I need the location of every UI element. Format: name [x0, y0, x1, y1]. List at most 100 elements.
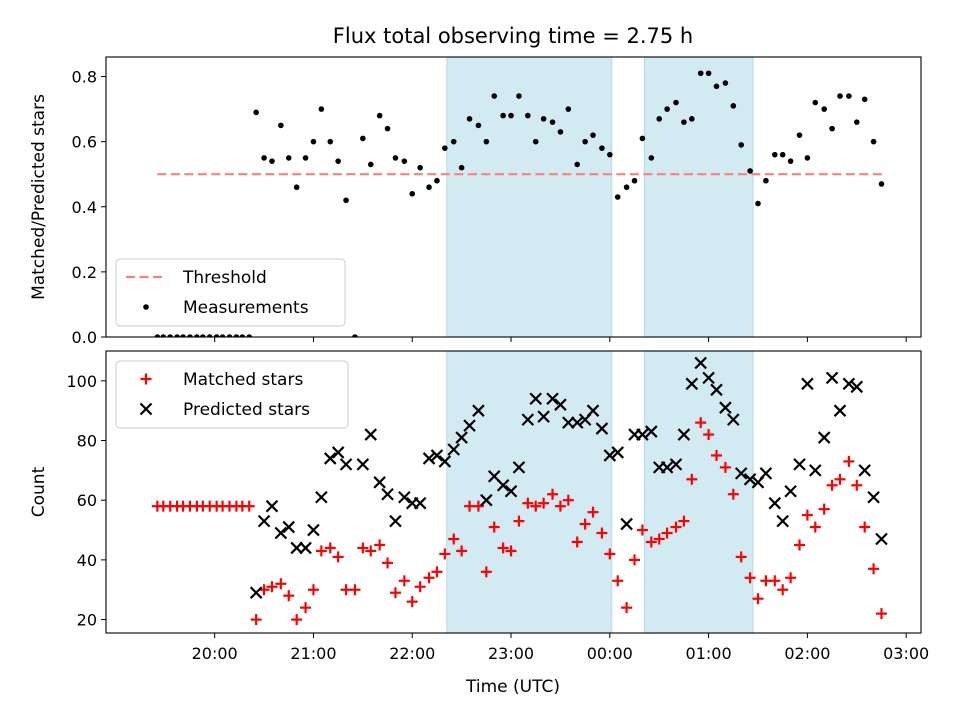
- measurement-point-39: [450, 138, 457, 145]
- shaded-interval-0: [446, 350, 613, 634]
- predicted-star-point-1: [257, 514, 271, 528]
- measurement-point-9: [213, 334, 220, 337]
- legend-swatch-measurements: [143, 304, 149, 310]
- matched-star-point-55: [579, 518, 591, 530]
- matched-star-point-39: [448, 533, 460, 545]
- predicted-star-point-12: [356, 458, 370, 471]
- legend-swatch-matched-stars: [140, 373, 152, 385]
- matched-star-point-67: [678, 515, 690, 527]
- measurement-point-82: [804, 155, 811, 161]
- measurement-point-22: [302, 155, 309, 161]
- predicted-star-point-9: [323, 452, 337, 465]
- measurement-point-47: [516, 93, 522, 99]
- predicted-star-point-51: [677, 428, 691, 441]
- predicted-star-point-16: [389, 514, 402, 528]
- x-tick-label-2: 22:00: [389, 644, 435, 663]
- matched-star-point-31: [382, 557, 394, 569]
- shaded-interval-1: [643, 350, 754, 634]
- measurement-point-41: [466, 116, 473, 122]
- measurement-point-30: [376, 112, 383, 119]
- matched-star-point-21: [300, 602, 312, 614]
- predicted-star-point-46: [636, 428, 649, 441]
- measurement-point-32: [392, 155, 399, 161]
- bottom-chart: 20 40 60 80 100 20:00 21:00 22:00 23:00 00:00 01:0…: [29, 350, 929, 663]
- measurement-point-0: [154, 334, 161, 337]
- measurement-point-16: [253, 109, 259, 116]
- matched-star-point-37: [431, 566, 443, 578]
- legend: Threshold Measurements: [115, 258, 346, 327]
- matched-star-point-24: [324, 542, 336, 554]
- matched-star-point-46: [505, 545, 517, 557]
- predicted-star-point-14: [373, 476, 386, 489]
- measurement-point-34: [409, 190, 416, 197]
- predicted-star-point-70: [833, 404, 847, 417]
- x-tick-label-0: 20:00: [192, 644, 238, 663]
- measurement-point-60: [623, 184, 630, 191]
- measurement-point-10: [219, 334, 226, 337]
- measurement-point-85: [829, 125, 835, 132]
- measurement-point-55: [582, 138, 588, 145]
- plot-area: [154, 70, 885, 337]
- legend-label-threshold: Threshold: [182, 268, 267, 288]
- matched-star-point-78: [769, 575, 781, 587]
- matched-star-point-43: [480, 566, 492, 578]
- predicted-star-point-8: [315, 490, 328, 504]
- legend-box: [115, 360, 349, 429]
- predicted-star-point-42: [603, 449, 617, 462]
- measurement-point-63: [648, 155, 655, 161]
- legend: Matched stars Predicted stars: [115, 360, 349, 429]
- legend-label-measurements: Measurements: [183, 298, 309, 318]
- predicted-star-point-68: [817, 431, 831, 444]
- measurement-point-12: [233, 334, 240, 337]
- measurement-point-31: [384, 125, 391, 132]
- predicted-star-point-63: [776, 514, 789, 528]
- matched-star-point-70: [703, 429, 715, 441]
- predicted-star-point-72: [850, 380, 864, 394]
- matched-star-point-17: [266, 581, 278, 593]
- predicted-star-point-41: [595, 422, 609, 435]
- measurement-point-4: [180, 334, 186, 337]
- predicted-star-point-65: [793, 458, 806, 471]
- matched-star-point-57: [596, 527, 608, 539]
- measurement-point-65: [664, 106, 670, 112]
- measurement-point-17: [261, 155, 267, 161]
- matched-star-point-18: [275, 578, 287, 590]
- matched-star-point-79: [777, 584, 789, 596]
- matched-star-point-86: [834, 473, 846, 485]
- measurement-point-87: [846, 93, 852, 99]
- matched-star-point-25: [332, 551, 344, 563]
- predicted-star-point-24: [455, 431, 468, 444]
- measurement-point-43: [483, 138, 490, 145]
- matched-star-point-71: [711, 449, 723, 461]
- predicted-star-point-59: [743, 473, 757, 486]
- top-chart: 0.0 0.2 0.4 0.6 0.8 Matched/Predicted stars Th…: [29, 56, 922, 347]
- predicted-star-point-30: [504, 484, 518, 498]
- measurement-point-38: [442, 145, 448, 151]
- predicted-star-point-3: [274, 526, 288, 540]
- measurement-point-29: [367, 161, 374, 168]
- measurement-point-88: [853, 119, 860, 125]
- measurement-point-19: [278, 122, 284, 129]
- measurement-point-59: [614, 194, 621, 200]
- predicted-star-point-27: [480, 493, 493, 507]
- predicted-star-point-58: [734, 467, 748, 480]
- measurement-point-71: [713, 83, 720, 90]
- measurement-point-78: [771, 151, 778, 158]
- measurement-point-89: [861, 96, 868, 103]
- y-tick-label-3: 0.6: [72, 133, 97, 152]
- plot-area: [151, 356, 888, 626]
- predicted-star-point-35: [546, 392, 559, 406]
- measurement-point-58: [607, 151, 613, 158]
- matched-star-point-14: [243, 500, 255, 512]
- predicted-star-point-21: [430, 449, 444, 462]
- x-tick-label-5: 01:00: [686, 644, 732, 663]
- matched-star-point-36: [423, 572, 435, 584]
- predicted-star-point-62: [768, 496, 782, 510]
- x-tick-label-7: 03:00: [883, 644, 929, 663]
- measurement-point-44: [491, 93, 498, 99]
- predicted-star-point-74: [867, 490, 880, 504]
- predicted-star-point-57: [727, 413, 740, 426]
- matched-star-point-84: [818, 503, 830, 515]
- measurement-point-83: [812, 99, 819, 106]
- matched-star-point-38: [439, 548, 451, 560]
